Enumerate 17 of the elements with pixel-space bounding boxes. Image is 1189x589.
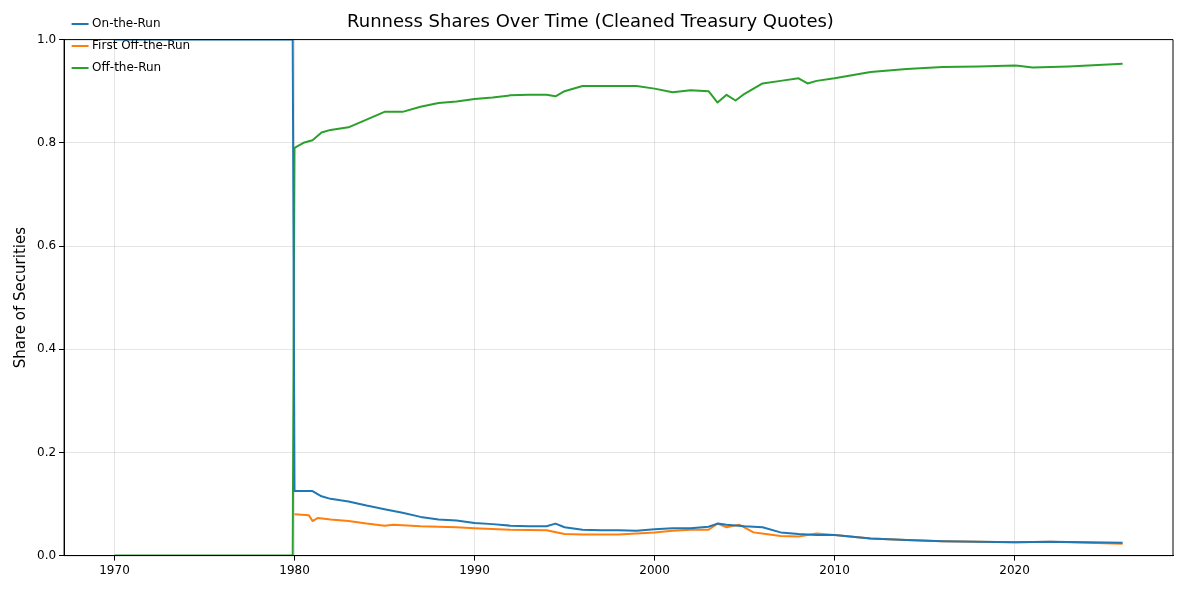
x-tick-label: 2020 (999, 562, 1030, 577)
legend-label: Off-the-Run (92, 60, 162, 75)
y-tick-label: 0.2 (36, 444, 57, 459)
x-tick-label: 1980 (279, 562, 310, 577)
y-tick-label: 1.0 (36, 31, 57, 46)
y-tick-label: 0.0 (36, 547, 57, 562)
legend-label: On-the-Run (92, 16, 161, 31)
legend-label: First Off-the-Run (92, 38, 191, 53)
chart-title: Runness Shares Over Time (Cleaned Treasury Quotes) (347, 10, 834, 32)
x-tick-label: 2000 (639, 562, 670, 577)
y-tick-label: 0.6 (36, 238, 57, 253)
y-axis-title: Share of Securities (10, 226, 29, 369)
x-tick-label: 1990 (459, 562, 490, 577)
y-tick-label: 0.8 (36, 134, 57, 149)
x-tick-label: 1970 (99, 562, 130, 577)
x-tick-label: 2010 (819, 562, 850, 577)
y-tick-label: 0.4 (36, 341, 57, 356)
